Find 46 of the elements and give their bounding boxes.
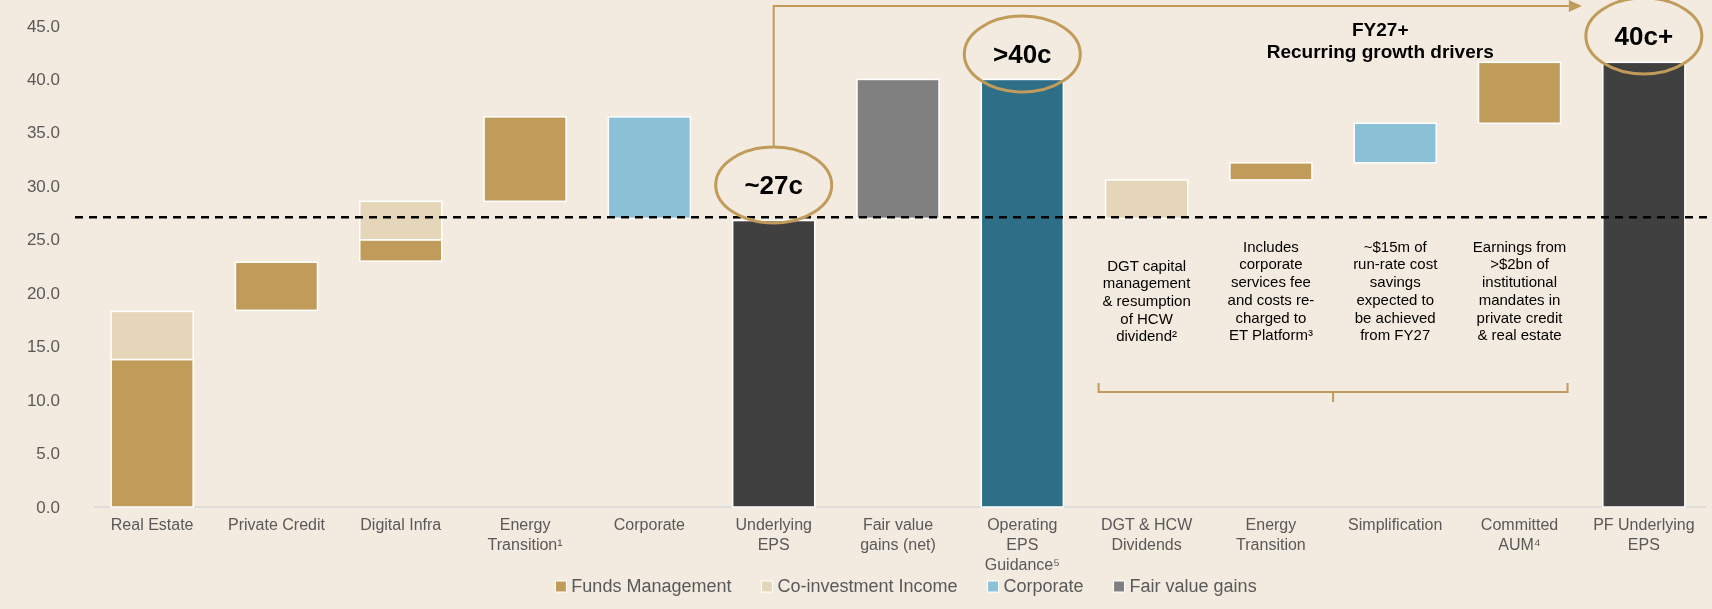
y-tick-label: 40.0	[26, 69, 60, 89]
x-tick-label: Corporate	[613, 516, 686, 533]
x-tick-label: Digital Infra	[360, 516, 442, 533]
x-tick-label: Energy Transition¹	[487, 516, 563, 553]
bar	[1229, 162, 1313, 181]
legend-label: Funds Management	[571, 576, 732, 596]
x-tick-label: PF Underlying EPS	[1593, 516, 1695, 553]
x-tick-label: Committed AUM⁴	[1480, 516, 1559, 553]
bar	[1353, 122, 1437, 164]
annotation: 40c+	[1614, 21, 1674, 51]
annotation: Earnings from >$2bn of institutional mandates in private credit & real estate	[1472, 237, 1567, 343]
y-tick-label: 15.0	[26, 337, 60, 357]
bar	[607, 116, 692, 220]
annotation: Includes corporate services fee and costs re- charged to ET Platform³	[1227, 237, 1315, 343]
x-tick-label: Fair value gains (net)	[860, 516, 936, 553]
annotation: DGT capital management & resumption of HCW dividend²	[1102, 256, 1192, 344]
x-tick-label: DGT & HCW Dividends	[1100, 516, 1194, 553]
y-tick-label: 0.0	[36, 497, 60, 517]
y-tick-label: 20.0	[26, 283, 60, 303]
bar	[1602, 61, 1686, 508]
bar	[234, 261, 319, 312]
x-tick-label: Simplification	[1348, 516, 1443, 533]
x-tick-label: Operating EPS Guidance⁵	[984, 516, 1060, 573]
bar	[856, 78, 940, 220]
legend-label: Fair value gains	[1129, 576, 1257, 596]
x-tick-label: Underlying EPS	[735, 516, 812, 553]
y-tick-label: 25.0	[26, 230, 60, 250]
annotation: >40c	[993, 39, 1052, 69]
x-tick-label: Energy Transition	[1236, 516, 1306, 553]
legend-label: Corporate	[1003, 576, 1084, 596]
y-tick-label: 10.0	[26, 390, 60, 410]
x-tick-label: Real Estate	[110, 516, 194, 533]
y-tick-label: 5.0	[36, 444, 60, 464]
y-tick-label: 45.0	[26, 16, 60, 36]
bar	[980, 78, 1065, 508]
bar	[1104, 179, 1189, 220]
x-tick-label: Private Credit	[228, 516, 326, 533]
bar	[731, 219, 816, 508]
bar	[483, 116, 567, 203]
annotation: ~27c	[744, 170, 803, 200]
bar	[1477, 61, 1562, 125]
legend-label: Co-investment Income	[777, 576, 958, 596]
annotation: ~$15m of run-rate cost savings expected to be achieved from FY27	[1353, 237, 1439, 343]
y-tick-label: 30.0	[26, 176, 60, 196]
annotation: FY27+ Recurring growth drivers	[1266, 18, 1494, 62]
y-tick-label: 35.0	[26, 123, 60, 143]
